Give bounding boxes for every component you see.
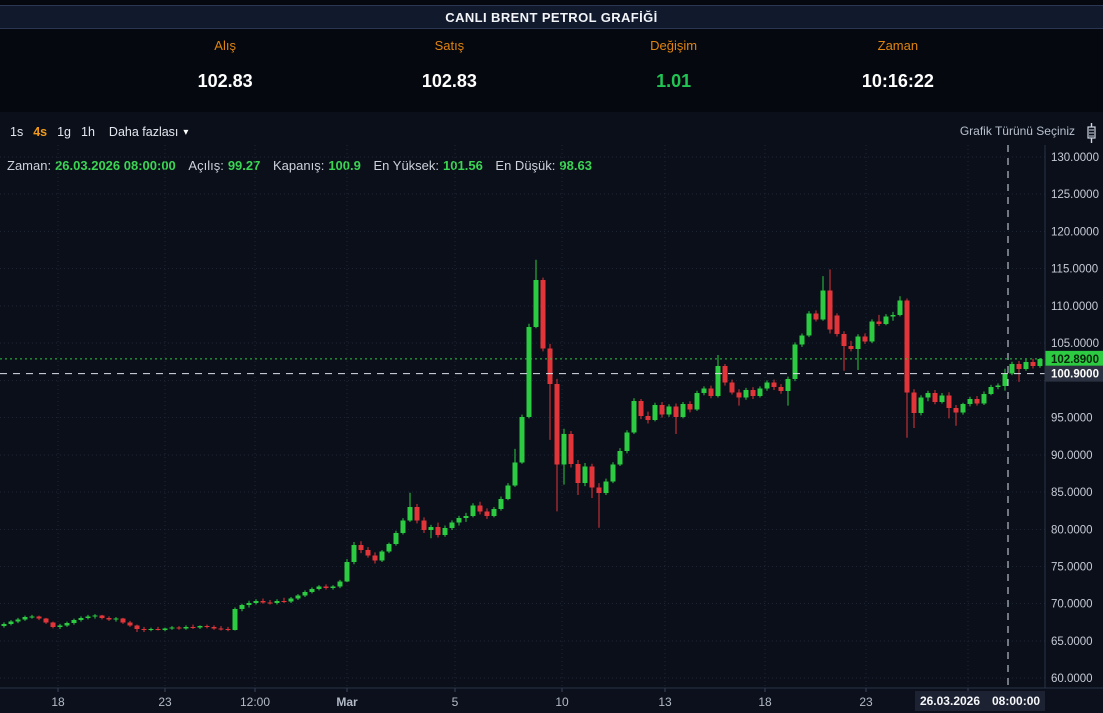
svg-text:10: 10 [555, 695, 569, 709]
legend-close-value: 100.9 [328, 158, 361, 173]
svg-text:65.0000: 65.0000 [1051, 636, 1093, 648]
svg-text:18: 18 [758, 695, 772, 709]
svg-text:70.0000: 70.0000 [1051, 599, 1093, 611]
svg-text:23: 23 [859, 695, 873, 709]
time-value: 10:16:22 [861, 71, 934, 91]
more-timeframes-dropdown[interactable]: Daha fazlası ▾ [109, 125, 189, 139]
timeframe-button-1g[interactable]: 1g [57, 125, 72, 139]
candlestick-chart-icon[interactable] [1085, 123, 1099, 143]
svg-text:13: 13 [658, 695, 672, 709]
legend-high-value: 101.56 [443, 158, 483, 173]
svg-text:90.0000: 90.0000 [1051, 450, 1093, 462]
more-timeframes-label: Daha fazlası [108, 125, 179, 139]
change-value: 1.01 [656, 71, 692, 91]
svg-text:12:00: 12:00 [240, 695, 270, 709]
quote-column-bid: Alış 102.83 [113, 30, 337, 110]
svg-text:Mar: Mar [336, 695, 358, 709]
bid-value: 102.83 [197, 71, 253, 91]
timeframe-button-1h[interactable]: 1h [81, 125, 95, 139]
quote-column-ask: Satış 102.83 [337, 30, 561, 110]
chart-region: 1s 4s 1g 1h Daha fazlası ▾ Grafik Türünü… [0, 112, 1103, 713]
timeframe-button-1s[interactable]: 1s [10, 125, 24, 139]
legend-low-label: En Düşük: [495, 158, 556, 173]
ask-value: 102.83 [421, 71, 477, 91]
chart-toolbar: 1s 4s 1g 1h Daha fazlası ▾ Grafik Türünü… [0, 120, 1103, 144]
svg-text:75.0000: 75.0000 [1051, 562, 1093, 574]
chevron-down-icon: ▾ [183, 126, 189, 138]
legend-time-value: 26.03.2026 08:00:00 [55, 158, 176, 173]
svg-text:115.0000: 115.0000 [1051, 264, 1098, 276]
timeframe-button-4s[interactable]: 4s [33, 125, 48, 139]
ask-label: Satış [434, 38, 465, 53]
time-label: Zaman [877, 38, 919, 53]
chart-type-selector[interactable]: Grafik Türünü Seçiniz [959, 123, 1096, 143]
svg-text:23: 23 [158, 695, 172, 709]
svg-text:130.0000: 130.0000 [1051, 152, 1099, 164]
svg-text:18: 18 [51, 695, 65, 709]
legend-time-label: Zaman: [7, 158, 52, 173]
legend-open-value: 99.27 [227, 158, 261, 173]
svg-text:102.8900: 102.8900 [1051, 354, 1099, 366]
svg-text:110.0000: 110.0000 [1051, 301, 1098, 313]
ohlc-legend: Zaman: 26.03.2026 08:00:00 Açılış: 99.27 K… [7, 158, 592, 173]
svg-text:85.0000: 85.0000 [1051, 487, 1093, 499]
svg-text:100.9000: 100.9000 [1051, 369, 1099, 381]
quote-section: Alış 102.83 Satış 102.83 Değişim 1.01 Za… [113, 30, 1010, 110]
change-label: Değişim [650, 38, 698, 53]
svg-text:80.0000: 80.0000 [1051, 524, 1093, 536]
svg-text:60.0000: 60.0000 [1051, 673, 1093, 685]
quote-column-change: Değişim 1.01 [562, 30, 786, 110]
svg-text:105.0000: 105.0000 [1051, 338, 1099, 350]
svg-text:26.03.2026 08:00:00: 26.03.2026 08:00:00 [920, 694, 1040, 708]
svg-text:95.0000: 95.0000 [1051, 413, 1093, 425]
legend-close-label: Kapanış: [273, 158, 325, 173]
title-bar: CANLI BRENT PETROL GRAFİĞİ [0, 5, 1103, 29]
legend-low-value: 98.63 [559, 158, 592, 173]
svg-text:120.0000: 120.0000 [1051, 226, 1099, 238]
price-chart-svg[interactable]: 18 23 12:00 Mar 5 10 13 18 23 130.0000 125.0000 120… [0, 145, 1103, 713]
quote-column-time: Zaman 10:16:22 [786, 30, 1010, 110]
bid-label: Alış [214, 38, 236, 53]
legend-high-label: En Yüksek: [373, 158, 440, 173]
svg-text:5: 5 [452, 695, 459, 709]
page-title: CANLI BRENT PETROL GRAFİĞİ [445, 9, 658, 25]
chart-type-label: Grafik Türünü Seçiniz [959, 124, 1075, 138]
svg-text:125.0000: 125.0000 [1051, 189, 1099, 201]
legend-open-label: Açılış: [188, 158, 224, 173]
